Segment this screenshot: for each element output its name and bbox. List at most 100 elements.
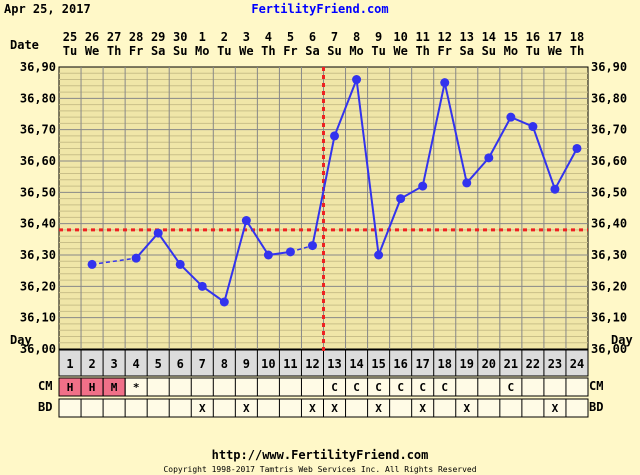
cm-row-label-right: CM [589,379,603,393]
bd-mark: X [552,402,559,415]
temp-line [531,126,556,190]
temp-point [374,250,384,260]
temp-point [330,131,340,141]
weekday-label: Su [327,44,341,58]
date-label: 4 [265,30,272,44]
date-label: 26 [85,30,99,44]
footer-copyright: Copyright 1998-2017 Tamtris Web Services… [163,465,476,474]
date-label: 17 [548,30,562,44]
date-label: 28 [129,30,143,44]
y-tick-label-right: 36,40 [591,217,627,231]
date-label: 16 [526,30,540,44]
temp-point [153,228,163,238]
temp-line [245,219,270,256]
temp-line [333,79,358,137]
date-label: 12 [438,30,452,44]
weekday-label: Su [482,44,496,58]
day-number: 23 [548,357,562,371]
date-label: 13 [460,30,474,44]
temp-line [157,232,182,265]
day-number: 17 [415,357,429,371]
cm-mark: C [508,381,515,394]
footer-url[interactable]: http://www.FertilityFriend.com [212,448,429,462]
cm-mark: C [441,381,448,394]
cm-mark: C [375,381,382,394]
temp-line [377,198,402,256]
day-number: 1 [66,357,73,371]
day-number: 19 [460,357,474,371]
date-label: 3 [243,30,250,44]
weekday-label: Tu [217,44,231,58]
day-number: 6 [177,357,184,371]
day-number: 2 [88,357,95,371]
weekday-label: Th [261,44,275,58]
cm-mark: C [353,381,360,394]
date-label: 27 [107,30,121,44]
temp-line [311,135,336,246]
day-number: 4 [133,357,140,371]
y-tick-label-right: 36,30 [591,248,627,262]
weekday-label: Su [173,44,187,58]
bd-mark: X [419,402,426,415]
y-tick-label-left: 36,50 [20,185,56,199]
temp-line [443,82,468,184]
temp-point [462,178,472,188]
weekday-label: Sa [151,44,165,58]
date-label: 7 [331,30,338,44]
cm-mark: H [67,381,74,394]
date-label: 30 [173,30,187,44]
site-name[interactable]: FertilityFriend.com [251,2,388,16]
cm-row-label-left: CM [38,379,52,393]
bd-mark: X [199,402,206,415]
weekday-label: Fr [283,44,297,58]
temp-point [175,259,185,269]
y-tick-label-right: 36,20 [591,279,627,293]
day-number: 10 [261,357,275,371]
temp-line-dashed [91,257,137,266]
cm-mark: C [331,381,338,394]
temp-line [554,147,578,190]
temp-point [285,247,295,257]
temp-point [396,194,406,204]
date-label: 5 [287,30,294,44]
day-number: 21 [504,357,518,371]
temp-point [131,253,141,263]
temp-point [263,250,273,260]
day-row-label-left: Day [10,333,32,347]
date-label: 8 [353,30,360,44]
weekday-label: Tu [526,44,540,58]
day-number: 22 [526,357,540,371]
y-tick-label-left: 36,10 [20,311,56,325]
y-tick-label-right: 36,00 [591,342,627,356]
temp-point [550,184,560,194]
day-number: 20 [482,357,496,371]
day-number: 15 [371,357,385,371]
weekday-label: We [239,44,253,58]
bd-mark: X [243,402,250,415]
bd-mark: X [331,402,338,415]
temp-point [440,78,450,88]
temp-point [528,122,538,132]
weekday-label: Fr [438,44,452,58]
y-tick-label-left: 36,00 [20,342,56,356]
day-number: 5 [155,357,162,371]
temp-point [418,181,428,191]
weekday-label: Th [570,44,584,58]
date-label: 15 [504,30,518,44]
weekday-label: Mo [195,44,209,58]
day-number: 11 [283,357,297,371]
temp-point [197,281,207,291]
y-tick-label-right: 36,90 [591,60,627,74]
y-tick-label-left: 36,90 [20,60,56,74]
weekday-label: Tu [371,44,385,58]
temp-line [487,116,512,159]
weekday-label: Sa [305,44,319,58]
date-label: 1 [199,30,206,44]
weekday-label: We [393,44,407,58]
weekday-label: Mo [504,44,518,58]
day-number: 14 [349,357,363,371]
day-number: 18 [438,357,452,371]
weekday-label: Sa [460,44,474,58]
